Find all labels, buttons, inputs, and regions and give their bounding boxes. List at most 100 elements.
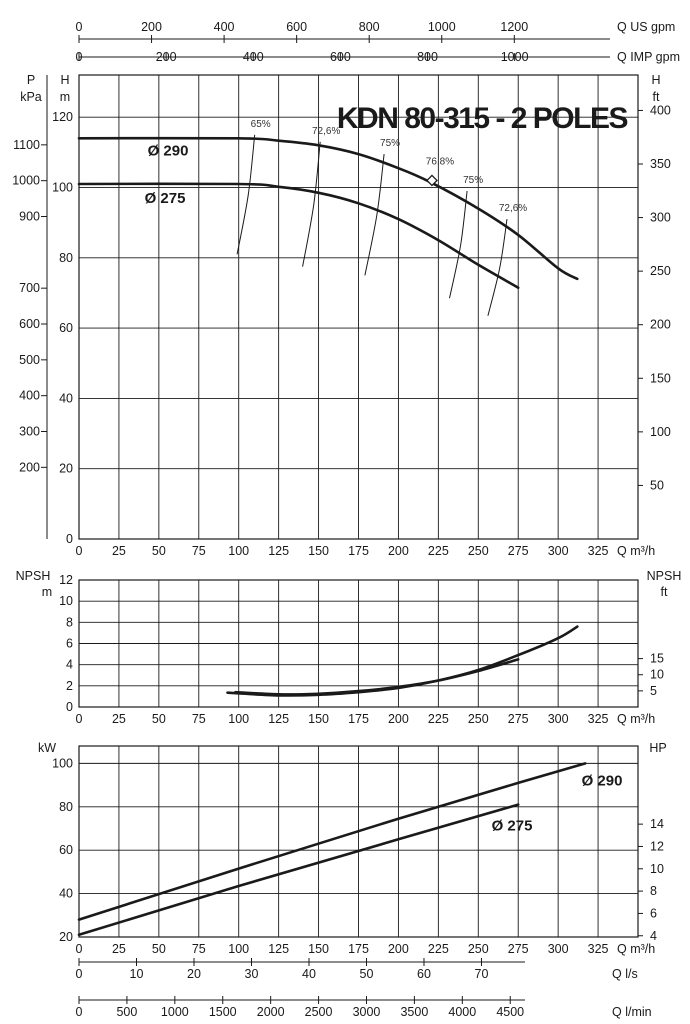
text-layer: 0 25 50 75 100 125 150 175 200 225 250 275 300 325 Q m…: [12, 20, 681, 1019]
us-gpm-tick: 200: [141, 20, 162, 34]
grid-layer: [41, 35, 643, 1004]
head-m-tick: 100: [52, 180, 73, 194]
power-x-tick: 275: [508, 942, 529, 956]
head-kpa-tick: 300: [19, 425, 40, 439]
npsh-m-tick: 8: [66, 615, 73, 629]
power-x-tick: 50: [152, 942, 166, 956]
imp-gpm-tick: 0: [76, 50, 83, 64]
head-x-tick: 275: [508, 544, 529, 558]
ls-tick: 50: [360, 967, 374, 981]
power-kw-tick: 40: [59, 887, 73, 901]
lmin-unit: Q l/min: [612, 1005, 652, 1019]
head-ft-tick: 200: [650, 318, 671, 332]
npsh-x-tick: 325: [588, 712, 609, 726]
power-x-unit: Q m³/h: [617, 942, 655, 956]
bep-marker: [426, 174, 438, 187]
power-x-tick: 25: [112, 942, 126, 956]
head-kpa-tick: 400: [19, 389, 40, 403]
npsh-x-tick: 50: [152, 712, 166, 726]
npsh-curve-d275: [234, 658, 520, 696]
head-kpa-tick: 700: [19, 281, 40, 295]
ls-tick: 30: [245, 967, 259, 981]
npsh-x-tick: 300: [548, 712, 569, 726]
power-x-tick: 100: [228, 942, 249, 956]
npsh-x-tick: 150: [308, 712, 329, 726]
power-label-d290: Ø 290: [582, 772, 623, 789]
head-m-tick: 80: [59, 251, 73, 265]
lmin-tick: 1000: [161, 1005, 189, 1019]
head-ft-tick: 150: [650, 371, 671, 385]
efficiency-line: [364, 154, 385, 276]
head-ft-tick: 250: [650, 264, 671, 278]
head-x-tick: 125: [268, 544, 289, 558]
head-x-tick: 250: [468, 544, 489, 558]
head-kpa-tick: 1100: [13, 138, 40, 152]
power-x-tick: 325: [588, 942, 609, 956]
head-ft-tick: 100: [650, 425, 671, 439]
curves-layer: [77, 134, 587, 937]
npsh-x-unit: Q m³/h: [617, 712, 655, 726]
head-kpa-tick: 900: [19, 210, 40, 224]
head-x-tick: 25: [112, 544, 126, 558]
ls-tick: 10: [130, 967, 144, 981]
imp-gpm-tick: 400: [243, 50, 264, 64]
npsh-m-tick: 0: [66, 700, 73, 714]
head-m-tick: 0: [66, 532, 73, 546]
npsh-x-tick: 75: [192, 712, 206, 726]
npsh-x-tick: 275: [508, 712, 529, 726]
imp-gpm-tick: 200: [156, 50, 177, 64]
head-x-tick: 300: [548, 544, 569, 558]
head-ft-tick: 300: [650, 211, 671, 225]
chart-title: KDN 80-315 - 2 POLES: [337, 102, 628, 135]
npsh-left-label: NPSH: [16, 569, 51, 583]
lmin-tick: 3500: [400, 1005, 428, 1019]
power-x-tick: 175: [348, 942, 369, 956]
power-kw-tick: 100: [52, 756, 73, 770]
us-gpm-tick: 1200: [500, 20, 528, 34]
efficiency-line: [302, 141, 321, 267]
lmin-tick: 2500: [305, 1005, 333, 1019]
npsh-x-tick: 125: [268, 712, 289, 726]
npsh-x-tick: 250: [468, 712, 489, 726]
head-m-tick: 40: [59, 391, 73, 405]
head-x-tick: 150: [308, 544, 329, 558]
power-hp-tick: 8: [650, 884, 657, 898]
p-axis-label: P: [27, 73, 35, 87]
power-curve-d275: [77, 803, 520, 937]
npsh-right-label: NPSH: [647, 569, 682, 583]
head-x-tick: 75: [192, 544, 206, 558]
power-x-tick: 200: [388, 942, 409, 956]
h-m-axis-unit: m: [60, 90, 70, 104]
npsh-x-tick: 225: [428, 712, 449, 726]
head-kpa-tick: 200: [19, 460, 40, 474]
imp-gpm-tick: 600: [330, 50, 351, 64]
npsh-x-tick: 200: [388, 712, 409, 726]
npsh-right-unit: ft: [661, 585, 668, 599]
npsh-m-tick: 2: [66, 679, 73, 693]
head-x-tick: 0: [76, 544, 83, 558]
power-hp-tick: 6: [650, 906, 657, 920]
us-gpm-tick: 600: [286, 20, 307, 34]
us-gpm-tick: 800: [359, 20, 380, 34]
imp-gpm-tick: 800: [417, 50, 438, 64]
power-kw-tick: 80: [59, 800, 73, 814]
power-x-tick: 75: [192, 942, 206, 956]
head-x-tick: 325: [588, 544, 609, 558]
head-label-d275: Ø 275: [145, 190, 186, 207]
npsh-ft-tick: 10: [650, 668, 664, 682]
head-m-tick: 120: [52, 110, 73, 124]
lmin-tick: 3000: [353, 1005, 381, 1019]
efficiency-label: 72,6%: [312, 126, 340, 137]
power-x-tick: 0: [76, 942, 83, 956]
head-label-d290: Ø 290: [148, 142, 189, 159]
head-m-tick: 20: [59, 462, 73, 476]
hp-axis-label: HP: [649, 741, 666, 755]
lmin-tick: 4000: [448, 1005, 476, 1019]
npsh-m-tick: 4: [66, 658, 73, 672]
h-axis-label: H: [60, 73, 69, 87]
npsh-x-tick: 175: [348, 712, 369, 726]
head-m-tick: 60: [59, 321, 73, 335]
lmin-tick: 0: [76, 1005, 83, 1019]
npsh-x-tick: 25: [112, 712, 126, 726]
h-right-axis-label: H: [651, 73, 660, 87]
